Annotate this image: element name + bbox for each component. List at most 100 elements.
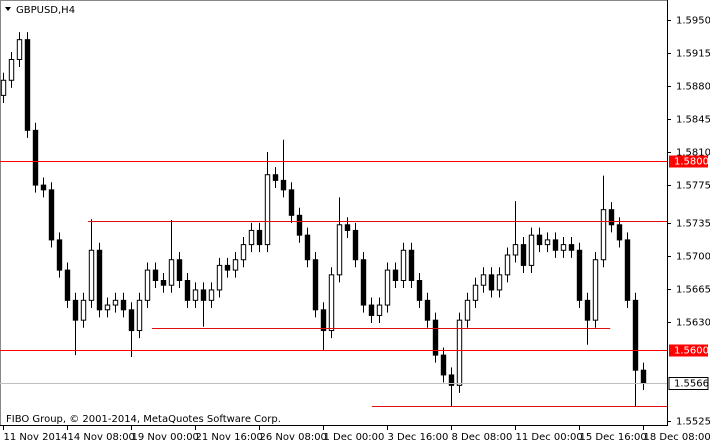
x-tick-label: 11 Dec 00:00 (516, 432, 583, 443)
candle-body (200, 289, 207, 301)
y-tick-label: 1.5950 (676, 16, 710, 27)
candle-body (304, 234, 311, 261)
candle-body (216, 264, 223, 291)
candle-body (544, 239, 551, 246)
candle-body (328, 274, 335, 332)
candle-body (240, 244, 247, 261)
candle-body (112, 299, 119, 306)
bid-label-box (668, 377, 709, 390)
candle-body (120, 299, 127, 311)
candle-body (352, 229, 359, 261)
candle-body (528, 234, 535, 266)
candle-body (640, 369, 647, 384)
candle-body (448, 374, 455, 386)
candle-body (320, 309, 327, 332)
candle-body (560, 244, 567, 251)
candle-body (288, 189, 295, 216)
x-tick-label: 19 Nov 00:00 (132, 432, 199, 443)
candle-body (592, 259, 599, 321)
candle-body (632, 299, 639, 371)
y-tick-label: 1.5845 (676, 115, 710, 126)
candle-body (312, 259, 319, 311)
candle-body (152, 269, 159, 282)
y-tick-label: 1.5810 (676, 148, 710, 159)
level-label-box (669, 344, 708, 357)
candle-body (568, 244, 575, 251)
x-tick-label: 3 Dec 16:00 (388, 432, 449, 443)
candle-body (552, 239, 559, 251)
x-tick-label: 26 Nov 08:00 (260, 432, 327, 443)
candle-body (416, 280, 423, 301)
candle-body (464, 299, 471, 321)
candle-body (584, 299, 591, 321)
candle-body (184, 280, 191, 301)
candle-body (536, 234, 543, 246)
candle-body (264, 174, 271, 246)
candle-body (336, 224, 343, 276)
candle-body (408, 249, 415, 281)
y-tick-label: 1.5915 (676, 49, 710, 60)
candle-body (192, 289, 199, 301)
candle-body (32, 129, 39, 186)
candle-body (104, 304, 111, 311)
x-tick-label: 14 Nov 08:00 (68, 432, 135, 443)
y-tick-label: 1.5735 (676, 219, 710, 230)
bid-label: 1.5566 (674, 379, 709, 390)
candle-body (344, 224, 351, 231)
x-tick-label: 11 Nov 2014 (4, 432, 68, 443)
candle-body (512, 244, 519, 256)
candle-body (72, 299, 79, 321)
y-tick-label: 1.5775 (676, 181, 710, 192)
chart-title: GBPUSD,H4 (16, 5, 75, 16)
level-label: 1.5800 (674, 157, 709, 168)
candle-body (384, 269, 391, 306)
candle-body (176, 259, 183, 282)
candle-body (16, 39, 23, 61)
candle-body (520, 244, 527, 266)
level-label-box (669, 155, 708, 168)
candle-body (280, 179, 287, 191)
candle-body (128, 309, 135, 332)
candle-body (248, 229, 255, 246)
candle-body (80, 299, 87, 321)
candle-body (24, 39, 31, 131)
candle-body (608, 209, 615, 226)
copyright: FIBO Group, © 2001-2014, MetaQuotes Soft… (6, 414, 281, 425)
candle-body (392, 269, 399, 282)
candle-body (0, 79, 7, 96)
x-tick-label: 1 Dec 00:00 (324, 432, 385, 443)
candle-body (360, 259, 367, 306)
candle-body (496, 274, 503, 291)
x-tick-label: 8 Dec 08:00 (452, 432, 513, 443)
candle-body (8, 59, 15, 81)
x-tick-label: 21 Nov 16:00 (196, 432, 263, 443)
candle-body (504, 254, 511, 276)
candle-body (224, 264, 231, 271)
candle-body (480, 274, 487, 286)
candle-body (232, 259, 239, 271)
candle-body (432, 319, 439, 356)
candle-body (56, 239, 63, 271)
y-tick-label: 1.5700 (676, 252, 710, 263)
level-label: 1.5600 (674, 346, 709, 357)
y-tick-label: 1.5665 (676, 285, 710, 296)
x-tick-label: 18 Dec 08:00 (644, 432, 710, 443)
candle-body (96, 249, 103, 311)
candle-body (376, 304, 383, 316)
candle-body (64, 269, 71, 301)
candle-body (256, 229, 263, 246)
candle-body (576, 249, 583, 301)
y-tick-label: 1.5880 (676, 82, 710, 93)
x-tick-label: 15 Dec 16:00 (580, 432, 647, 443)
candle-body (40, 184, 47, 191)
candle-body (208, 289, 215, 301)
candle-body (368, 304, 375, 316)
candle-body (600, 209, 607, 261)
menu-arrow[interactable] (5, 7, 11, 11)
y-tick-label: 1.5630 (676, 318, 710, 329)
candle-body (440, 354, 447, 376)
candle-body (160, 280, 167, 286)
candle-body (144, 269, 151, 301)
